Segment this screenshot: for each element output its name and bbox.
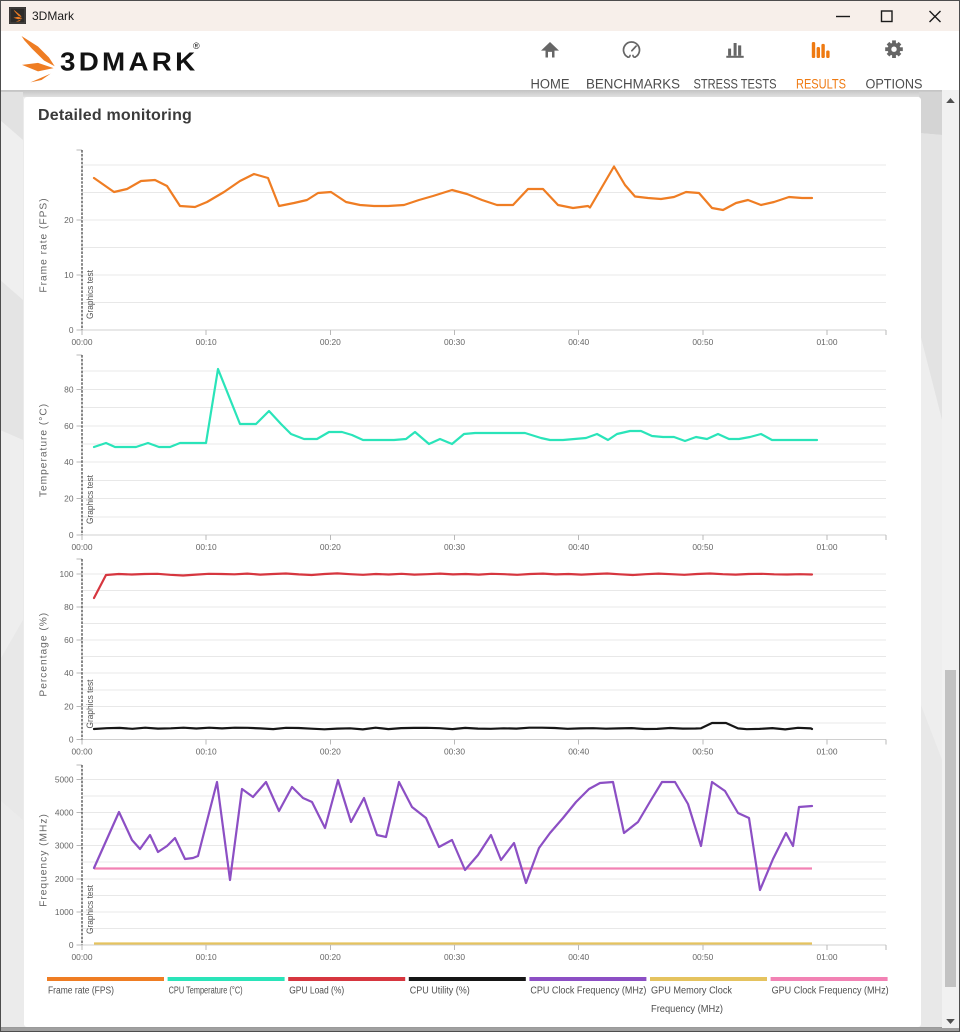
svg-text:00:40: 00:40	[568, 337, 589, 347]
svg-text:GPU Memory Clock: GPU Memory Clock	[651, 986, 733, 997]
svg-text:00:00: 00:00	[72, 746, 93, 756]
svg-text:1000: 1000	[55, 907, 74, 917]
svg-text:2000: 2000	[55, 874, 74, 884]
svg-text:01:00: 01:00	[817, 746, 838, 756]
svg-text:00:40: 00:40	[568, 746, 589, 756]
svg-text:4000: 4000	[55, 808, 74, 818]
svg-text:Graphics test: Graphics test	[85, 475, 95, 524]
svg-text:0: 0	[69, 735, 74, 745]
svg-text:20: 20	[64, 494, 74, 504]
svg-text:00:10: 00:10	[196, 337, 217, 347]
svg-text:00:40: 00:40	[568, 542, 589, 552]
svg-text:GPU Clock Frequency (MHz): GPU Clock Frequency (MHz)	[772, 986, 889, 997]
svg-text:RESULTS: RESULTS	[796, 77, 846, 92]
svg-text:00:20: 00:20	[320, 542, 341, 552]
svg-text:00:40: 00:40	[568, 952, 589, 962]
svg-text:0: 0	[69, 940, 74, 950]
svg-text:Percentage (%): Percentage (%)	[39, 612, 50, 697]
svg-text:00:20: 00:20	[320, 337, 341, 347]
svg-text:20: 20	[64, 701, 74, 711]
svg-text:5000: 5000	[55, 775, 74, 785]
svg-text:Frame rate (FPS): Frame rate (FPS)	[48, 986, 114, 997]
svg-text:Graphics test: Graphics test	[85, 679, 95, 728]
svg-text:®: ®	[193, 41, 200, 51]
svg-text:00:00: 00:00	[72, 952, 93, 962]
svg-text:00:50: 00:50	[692, 952, 713, 962]
svg-text:00:30: 00:30	[444, 542, 465, 552]
svg-text:00:20: 00:20	[320, 746, 341, 756]
svg-text:Temperature (°C): Temperature (°C)	[39, 403, 50, 497]
svg-text:HOME: HOME	[531, 77, 570, 92]
svg-text:60: 60	[64, 421, 74, 431]
svg-text:CPU Utility (%): CPU Utility (%)	[410, 986, 470, 997]
svg-text:01:00: 01:00	[817, 542, 838, 552]
svg-text:00:00: 00:00	[72, 542, 93, 552]
svg-text:00:00: 00:00	[72, 337, 93, 347]
svg-text:Graphics test: Graphics test	[85, 270, 95, 319]
svg-text:0: 0	[69, 325, 74, 335]
svg-text:00:20: 00:20	[320, 952, 341, 962]
svg-text:00:30: 00:30	[444, 952, 465, 962]
svg-text:00:10: 00:10	[196, 746, 217, 756]
svg-text:00:10: 00:10	[196, 952, 217, 962]
svg-text:01:00: 01:00	[817, 337, 838, 347]
svg-text:GPU Load (%): GPU Load (%)	[289, 986, 344, 997]
svg-text:100: 100	[60, 569, 74, 579]
svg-text:CPU Temperature (°C): CPU Temperature (°C)	[169, 986, 243, 997]
svg-text:0: 0	[69, 530, 74, 540]
svg-text:3000: 3000	[55, 841, 74, 851]
svg-text:80: 80	[64, 602, 74, 612]
svg-text:20: 20	[64, 215, 74, 225]
svg-text:Frame rate (FPS): Frame rate (FPS)	[39, 197, 50, 292]
svg-text:40: 40	[64, 668, 74, 678]
svg-text:40: 40	[64, 457, 74, 467]
svg-text:00:50: 00:50	[692, 542, 713, 552]
svg-text:Frequency (MHz): Frequency (MHz)	[651, 1004, 723, 1015]
svg-text:Graphics test: Graphics test	[85, 885, 95, 934]
svg-text:10: 10	[64, 270, 74, 280]
svg-text:00:30: 00:30	[444, 746, 465, 756]
svg-text:80: 80	[64, 384, 74, 394]
svg-text:Frequency (MHz): Frequency (MHz)	[39, 813, 50, 907]
svg-text:OPTIONS: OPTIONS	[866, 77, 923, 92]
svg-text:00:50: 00:50	[692, 337, 713, 347]
svg-text:00:30: 00:30	[444, 337, 465, 347]
svg-text:00:50: 00:50	[692, 746, 713, 756]
svg-text:STRESS TESTS: STRESS TESTS	[694, 77, 777, 92]
svg-text:3DMARK: 3DMARK	[60, 48, 198, 77]
svg-text:60: 60	[64, 635, 74, 645]
svg-text:00:10: 00:10	[196, 542, 217, 552]
svg-text:CPU Clock Frequency (MHz): CPU Clock Frequency (MHz)	[530, 986, 646, 997]
svg-text:BENCHMARKS: BENCHMARKS	[586, 77, 680, 92]
svg-text:01:00: 01:00	[817, 952, 838, 962]
